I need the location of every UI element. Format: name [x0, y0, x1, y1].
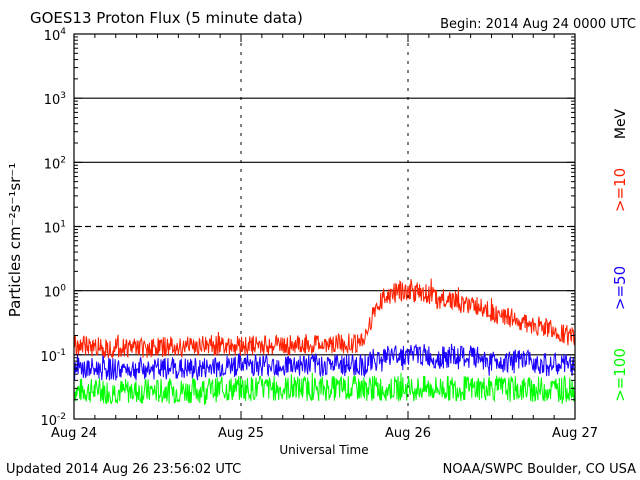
series-line-100 [73, 372, 576, 405]
updated-timestamp: Updated 2014 Aug 26 23:56:02 UTC [6, 462, 241, 477]
x-tick-label: Aug 25 [218, 426, 264, 441]
day-grid-lines [240, 34, 409, 419]
y-axis-label: Particles cm⁻²s⁻¹sr⁻¹ [6, 163, 24, 317]
legend-entry: >=100 [611, 348, 629, 402]
chart-title: GOES13 Proton Flux (5 minute data) [30, 9, 303, 27]
y-tick-label: 102 [44, 155, 66, 172]
legend-entry: >=50 [611, 266, 629, 310]
x-tick-label: Aug 26 [385, 426, 431, 441]
y-tick-label: 10-2 [40, 412, 66, 429]
y-tick-label: 101 [44, 220, 66, 237]
source-credit: NOAA/SWPC Boulder, CO USA [443, 462, 636, 477]
y-tick-label: 10-1 [40, 348, 66, 365]
x-tick-label: Aug 27 [552, 426, 598, 441]
y-tick-label: 103 [44, 91, 66, 108]
legend-unit-label: MeV [613, 108, 629, 139]
legend: MeV >=10 >=50 >=100 [611, 108, 629, 401]
x-axis-label: Universal Time [279, 443, 368, 457]
chart-subtitle: Begin: 2014 Aug 24 0000 UTC [440, 17, 636, 32]
series-line-10 [73, 278, 576, 360]
y-tick-label: 104 [44, 27, 67, 44]
series-line-50 [73, 343, 576, 381]
x-tick-label: Aug 24 [51, 426, 97, 441]
series-layer [73, 278, 576, 405]
reference-lines [74, 97, 575, 356]
legend-entry: >=10 [611, 168, 629, 212]
y-axis-ticks: 10-2 10-1 100 101 102 103 104 [40, 27, 575, 429]
x-axis-ticks: Aug 24 Aug 25 Aug 26 Aug 27 [51, 34, 598, 441]
y-tick-label: 100 [44, 284, 67, 301]
